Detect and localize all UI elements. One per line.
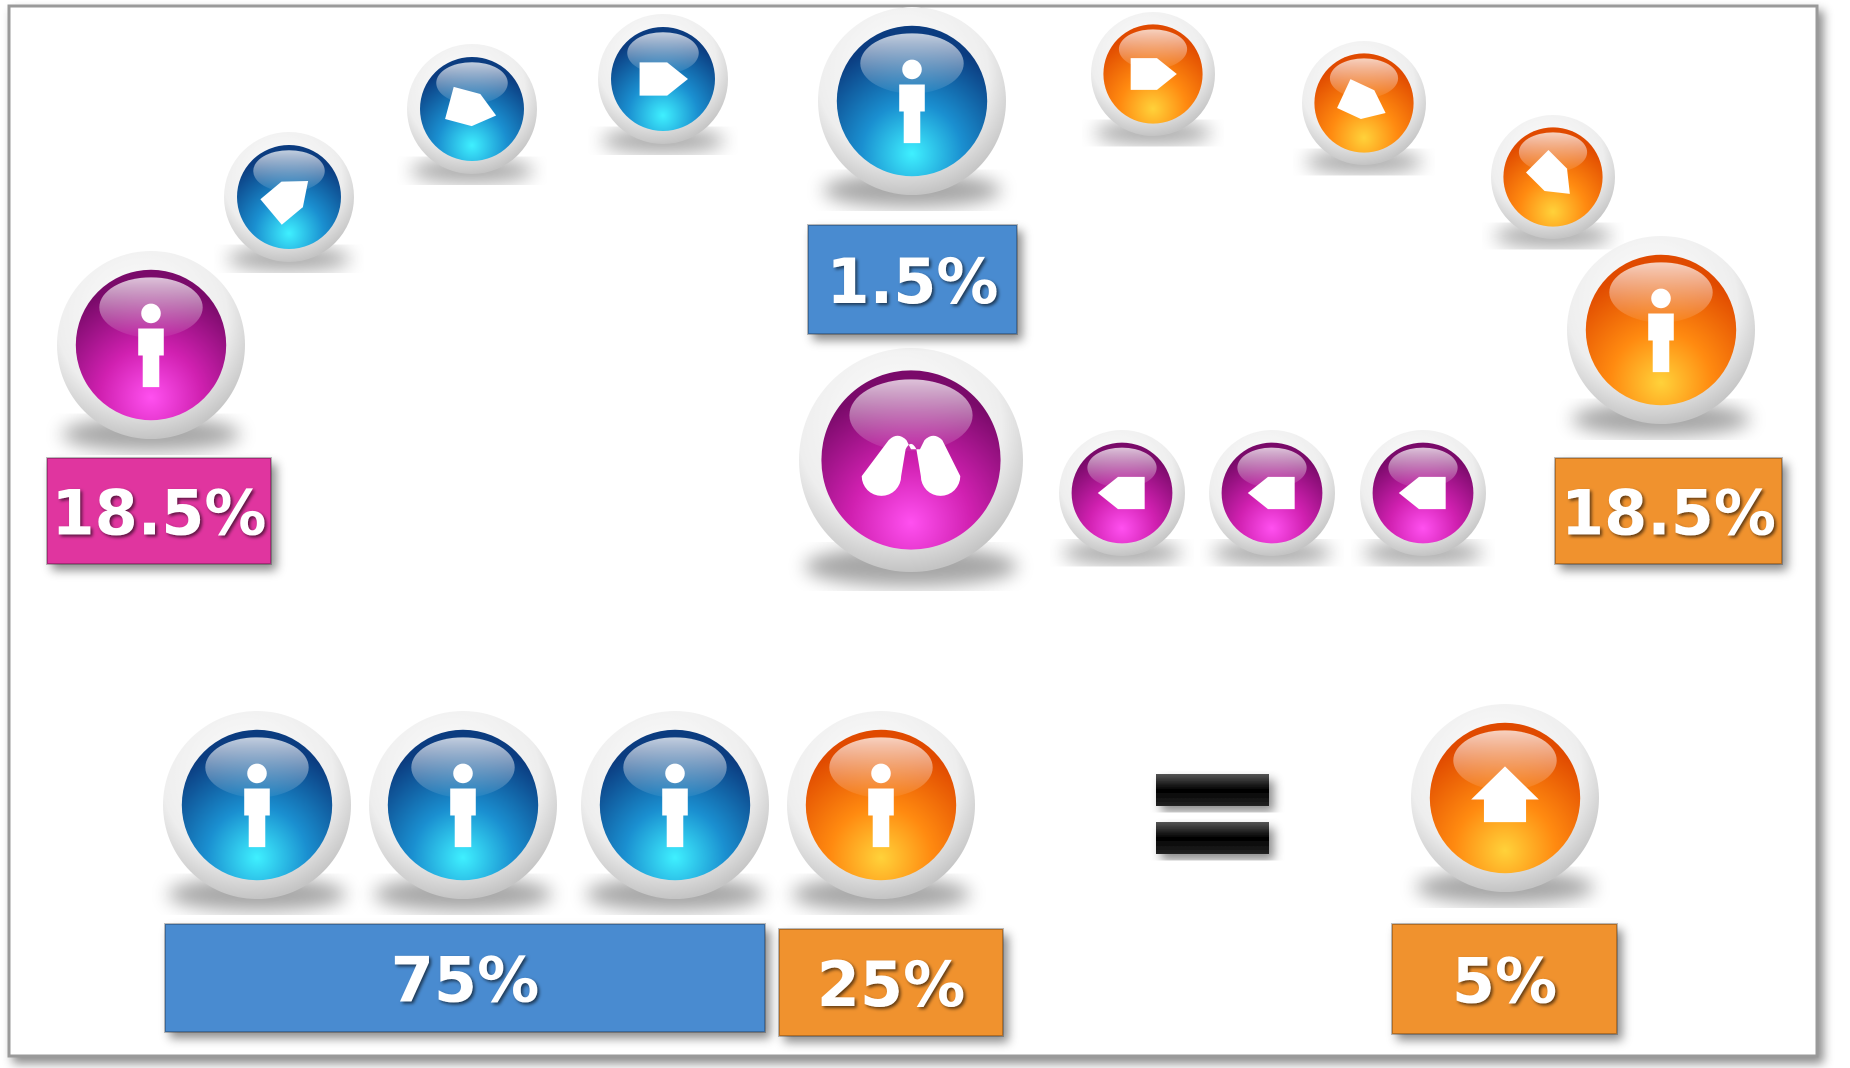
equals-bar	[1156, 822, 1269, 854]
person-head	[141, 304, 161, 324]
callout-label: 18.5%	[51, 477, 266, 550]
infographic: 18.5% 1.5% 18.5% 75% 25% 5%	[0, 0, 1850, 1068]
equals-bar	[1156, 774, 1269, 806]
callout-label: 5%	[1452, 945, 1557, 1018]
callout-label: 25%	[817, 948, 965, 1021]
person-head	[247, 764, 267, 784]
callout-label: 18.5%	[1561, 477, 1776, 550]
person-head	[871, 764, 891, 784]
page: 18.5%1.5%18.5%75%25%5% (() => { const da…	[0, 0, 1850, 1068]
orb-gloss	[849, 379, 972, 451]
person-head	[1651, 289, 1671, 309]
callout-label: 75%	[391, 944, 539, 1017]
person-head	[453, 764, 473, 784]
person-head	[902, 60, 922, 80]
person-head	[665, 764, 685, 784]
callout-label: 1.5%	[827, 245, 999, 318]
